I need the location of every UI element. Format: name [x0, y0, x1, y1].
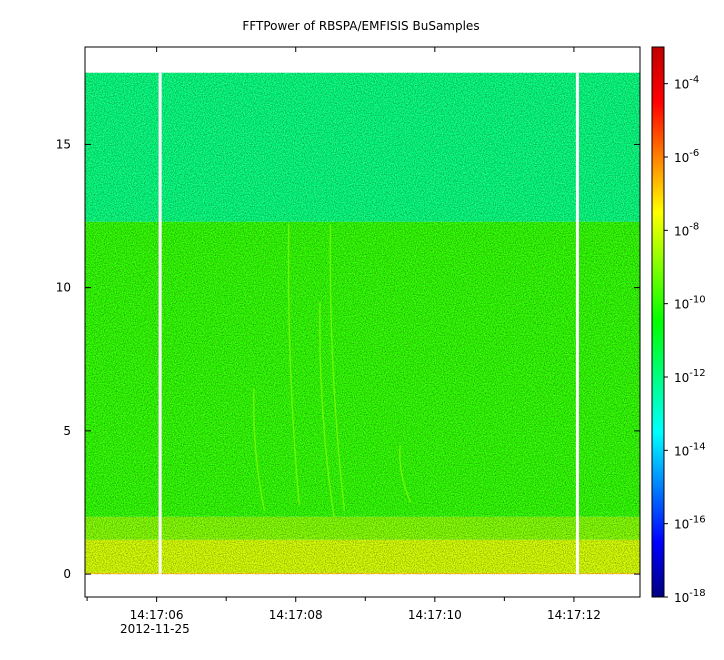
colorbar-tick-label: 10-14 [674, 441, 706, 458]
emission-streak [329, 224, 346, 512]
colorbar-scale [652, 47, 664, 597]
x-tick-label: 14:17:12 [547, 608, 601, 622]
data-gap [158, 72, 162, 575]
colorbar-frame [651, 46, 665, 598]
emission-streak [287, 224, 300, 506]
x-tick-label: 14:17:10 [408, 608, 462, 622]
colorbar-tick-label: 10-6 [674, 148, 699, 165]
emission-streak [399, 445, 412, 503]
colorbar-tick-label: 10-18 [674, 588, 706, 605]
colorbar-ticks: 10-4 10-6 10-8 10-10 10-12 10-14 10-16 10-18 [664, 75, 706, 605]
x-axis: 14:17:06 14:17:08 14:17:10 14:17:12 [86, 47, 601, 622]
noise-texture [85, 72, 640, 575]
speckle-light [85, 72, 640, 575]
y-tick-label: 0 [63, 567, 71, 581]
colorbar-tick-label: 10-4 [674, 75, 699, 92]
data-gap [575, 72, 579, 575]
x-tick-label: 14:17:06 [130, 608, 184, 622]
y-tick-label: 10 [56, 281, 71, 295]
y-tick-label: 5 [63, 424, 71, 438]
colorbar: 10-4 10-6 10-8 10-10 10-12 10-14 10-16 10-18 [651, 46, 706, 605]
x-tick-label: 14:17:08 [269, 608, 323, 622]
colorbar-tick-label: 10-16 [674, 515, 706, 532]
data-gaps [158, 72, 579, 575]
colorbar-tick-label: 10-8 [674, 221, 699, 238]
emission-streak [253, 387, 266, 512]
y-axis: 0 5 10 15 [56, 137, 640, 581]
emission-streaks [253, 224, 412, 517]
emission-streak [319, 301, 335, 517]
y-tick-label: 15 [56, 137, 71, 151]
plot-area [85, 47, 640, 597]
chart-title: FFTPower of RBSPA/EMFISIS BuSamples [242, 19, 479, 33]
x-date-label: 2012-11-25 [120, 622, 190, 636]
plot-frame [84, 46, 641, 598]
colorbar-tick-label: 10-12 [674, 368, 706, 385]
colorbar-tick-label: 10-10 [674, 295, 706, 312]
